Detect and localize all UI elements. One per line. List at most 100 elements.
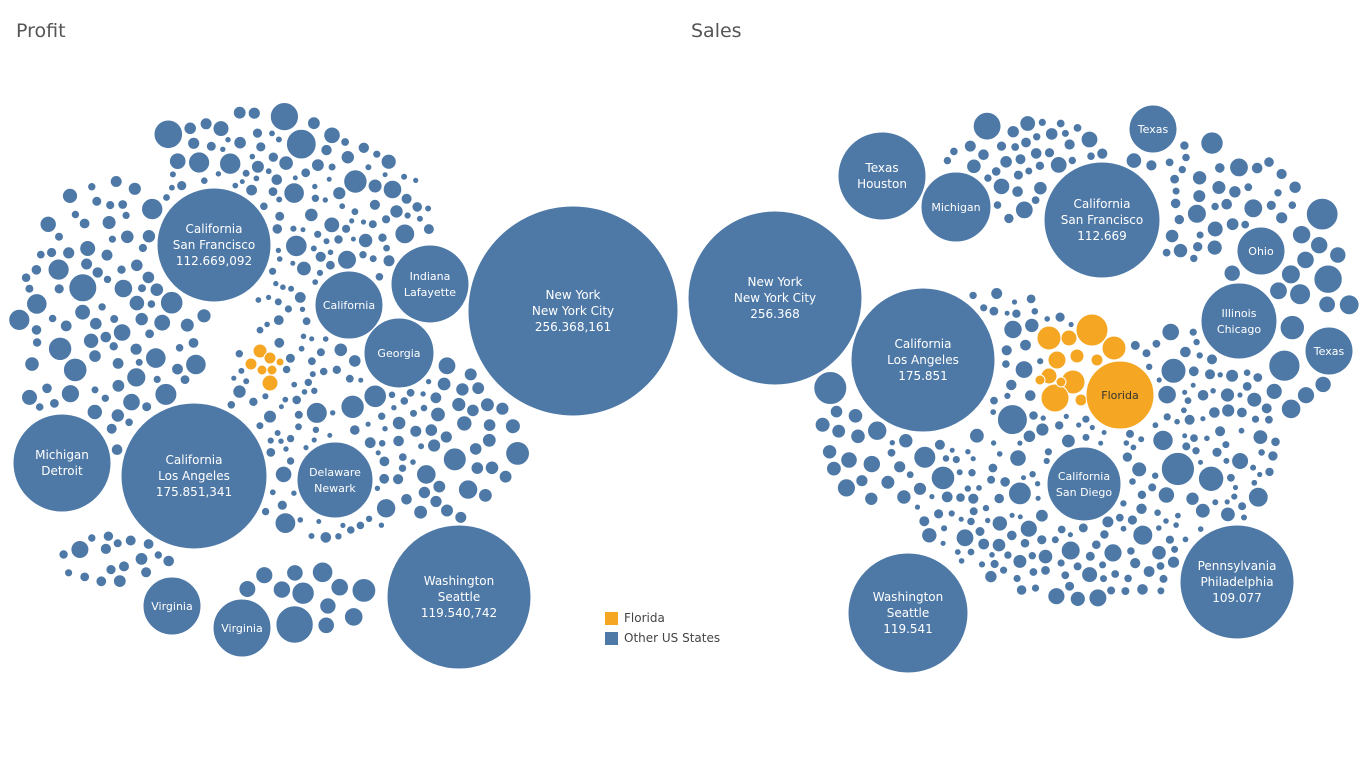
sales-city-bubble[interactable] bbox=[1162, 412, 1172, 422]
sales-city-bubble[interactable] bbox=[1129, 557, 1142, 570]
sales-city-bubble[interactable] bbox=[1066, 531, 1075, 539]
profit-city-bubble[interactable] bbox=[299, 332, 308, 341]
sales-city-bubble[interactable] bbox=[999, 565, 1009, 575]
profit-city-bubble[interactable] bbox=[41, 382, 53, 395]
profit-city-bubble[interactable] bbox=[381, 425, 389, 433]
profit-city-bubble[interactable] bbox=[382, 179, 403, 200]
profit-city-bubble[interactable] bbox=[274, 512, 297, 534]
sales-city-bubble[interactable] bbox=[1288, 180, 1302, 194]
sales-city-bubble[interactable] bbox=[1027, 551, 1038, 561]
profit-city-bubble[interactable] bbox=[285, 456, 296, 466]
profit-city-bubble[interactable] bbox=[422, 223, 435, 236]
profit-city-bubble[interactable] bbox=[409, 424, 423, 438]
sales-city-bubble[interactable] bbox=[968, 290, 978, 301]
sales-city-bubble[interactable] bbox=[1043, 147, 1056, 159]
profit-city-bubble[interactable] bbox=[305, 401, 328, 424]
sales-city-bubble[interactable] bbox=[983, 173, 993, 183]
sales-city-bubble[interactable] bbox=[1054, 311, 1066, 323]
sales-city-bubble[interactable] bbox=[992, 200, 1003, 210]
profit-city-bubble[interactable] bbox=[343, 169, 368, 194]
profit-city-bubble[interactable] bbox=[109, 314, 120, 324]
sales-city-bubble[interactable] bbox=[1006, 125, 1020, 139]
profit-city-bubble[interactable] bbox=[364, 163, 373, 172]
sales-city-bubble[interactable] bbox=[1100, 429, 1108, 436]
profit-city-bubble[interactable] bbox=[327, 162, 337, 172]
sales-city-bubble[interactable] bbox=[975, 484, 983, 492]
profit-city-bubble[interactable] bbox=[430, 406, 446, 423]
sales-city-bubble[interactable] bbox=[1022, 429, 1037, 444]
sales-city-bubble[interactable] bbox=[831, 423, 847, 439]
sales-city-bubble[interactable] bbox=[1005, 378, 1018, 392]
sales-city-bubble[interactable] bbox=[1171, 186, 1181, 196]
profit-city-bubble[interactable] bbox=[363, 436, 377, 450]
profit-city-bubble[interactable] bbox=[326, 248, 335, 257]
profit-city-bubble[interactable] bbox=[417, 442, 426, 451]
sales-city-bubble[interactable] bbox=[1132, 524, 1154, 546]
profit-city-bubble[interactable] bbox=[144, 328, 156, 340]
sales-bubble-illinois[interactable] bbox=[1200, 282, 1278, 360]
profit-city-bubble[interactable] bbox=[470, 461, 485, 475]
sales-city-bubble[interactable] bbox=[1050, 535, 1060, 545]
sales-city-bubble[interactable] bbox=[813, 371, 848, 405]
sales-bubble-texas[interactable] bbox=[1304, 326, 1354, 376]
sales-city-bubble[interactable] bbox=[862, 454, 881, 474]
profit-city-bubble[interactable] bbox=[153, 119, 184, 150]
profit-city-bubble[interactable] bbox=[271, 223, 284, 235]
profit-city-bubble[interactable] bbox=[323, 126, 341, 145]
profit-city-bubble[interactable] bbox=[54, 231, 64, 242]
profit-city-bubble[interactable] bbox=[219, 152, 242, 175]
sales-bubble-washington[interactable] bbox=[847, 552, 969, 674]
sales-city-bubble[interactable] bbox=[1250, 414, 1261, 424]
profit-city-bubble[interactable] bbox=[261, 392, 270, 401]
sales-city-bubble[interactable] bbox=[1226, 472, 1236, 483]
sales-city-bubble[interactable] bbox=[933, 438, 946, 451]
sales-city-bubble[interactable] bbox=[955, 528, 975, 548]
profit-city-bubble[interactable] bbox=[350, 207, 360, 217]
profit-city-bubble[interactable] bbox=[311, 278, 320, 287]
profit-city-bubble[interactable] bbox=[250, 159, 265, 174]
sales-city-bubble[interactable] bbox=[1214, 425, 1227, 438]
profit-city-bubble[interactable] bbox=[357, 232, 374, 249]
sales-city-bubble[interactable] bbox=[1020, 474, 1027, 482]
profit-city-bubble[interactable] bbox=[290, 380, 299, 389]
profit-city-bubble[interactable] bbox=[219, 145, 227, 154]
profit-city-bubble[interactable] bbox=[439, 430, 453, 444]
profit-city-bubble[interactable] bbox=[505, 441, 530, 466]
sales-city-bubble[interactable] bbox=[1236, 391, 1244, 399]
sales-city-bubble[interactable] bbox=[1075, 421, 1083, 429]
profit-city-bubble[interactable] bbox=[296, 260, 312, 277]
sales-city-bubble[interactable] bbox=[1003, 212, 1015, 225]
profit-city-bubble[interactable] bbox=[230, 374, 238, 382]
profit-bubble-indiana[interactable] bbox=[390, 244, 470, 324]
sales-city-bubble[interactable] bbox=[1279, 314, 1306, 341]
profit-city-bubble[interactable] bbox=[325, 175, 333, 183]
profit-city-bubble[interactable] bbox=[91, 266, 104, 279]
sales-city-bubble[interactable] bbox=[1081, 432, 1091, 442]
profit-city-bubble[interactable] bbox=[248, 396, 259, 407]
profit-city-bubble[interactable] bbox=[270, 173, 284, 186]
profit-city-bubble[interactable] bbox=[334, 532, 343, 541]
profit-city-bubble[interactable] bbox=[62, 357, 88, 383]
profit-city-bubble[interactable] bbox=[101, 215, 117, 230]
sales-city-bubble[interactable] bbox=[1091, 539, 1102, 551]
profit-city-bubble[interactable] bbox=[277, 403, 285, 411]
profit-city-bubble[interactable] bbox=[409, 458, 417, 466]
sales-city-bubble[interactable] bbox=[1056, 524, 1067, 535]
sales-city-bubble[interactable] bbox=[948, 446, 956, 454]
sales-city-bubble[interactable] bbox=[1296, 250, 1315, 270]
profit-city-bubble[interactable] bbox=[375, 498, 397, 519]
profit-city-bubble[interactable] bbox=[214, 170, 223, 178]
profit-city-bubble[interactable] bbox=[323, 216, 341, 234]
profit-city-bubble[interactable] bbox=[110, 408, 126, 423]
sales-city-bubble[interactable] bbox=[947, 509, 956, 518]
sales-city-bubble[interactable] bbox=[1088, 423, 1096, 432]
sales-city-bubble[interactable] bbox=[1221, 440, 1231, 450]
profit-city-bubble[interactable] bbox=[112, 538, 123, 549]
profit-city-bubble[interactable] bbox=[105, 564, 117, 576]
profit-city-bubble[interactable] bbox=[86, 403, 104, 421]
sales-city-bubble[interactable] bbox=[1181, 388, 1189, 396]
profit-city-bubble[interactable] bbox=[79, 240, 97, 257]
sales-city-bubble[interactable] bbox=[1229, 157, 1249, 178]
profit-city-bubble[interactable] bbox=[419, 403, 429, 413]
profit-city-bubble[interactable] bbox=[378, 455, 391, 468]
